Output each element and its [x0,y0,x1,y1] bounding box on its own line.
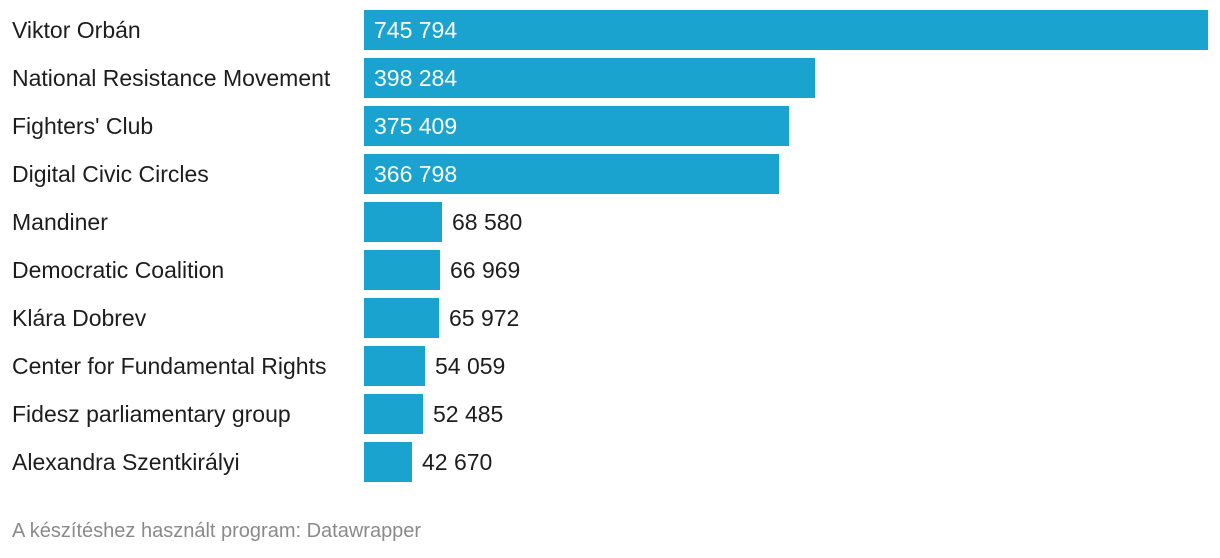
bar [364,250,440,290]
value-label: 375 409 [374,113,458,139]
bar-row: Mandiner 68 580 [0,202,1220,242]
category-label: Viktor Orbán [12,17,141,43]
category-label: National Resistance Movement [12,65,331,91]
bar-row: Fidesz parliamentary group 52 485 [0,394,1220,434]
category-label: Mandiner [12,209,108,235]
bar-row: Alexandra Szentkirályi 42 670 [0,442,1220,482]
category-label: Digital Civic Circles [12,161,209,187]
category-label: Klára Dobrev [12,305,147,331]
bar [364,58,815,98]
value-label: 745 794 [374,17,458,43]
bar-row: National Resistance Movement 398 284 [0,58,1220,98]
chart-footer-credit: A készítéshez használt program: Datawrap… [12,520,422,542]
bar [364,346,425,386]
bar [364,442,412,482]
category-label: Democratic Coalition [12,257,225,283]
value-label: 66 969 [450,257,521,283]
value-label: 54 059 [435,353,506,379]
category-label: Center for Fundamental Rights [12,353,327,379]
bar-row: Klára Dobrev 65 972 [0,298,1220,338]
value-label: 398 284 [374,65,458,91]
value-label: 68 580 [452,209,523,235]
bar [364,298,439,338]
bar-row: Viktor Orbán 745 794 [0,10,1220,50]
bar [364,202,442,242]
bar-chart: Viktor Orbán 745 794 National Resistance M… [0,10,1220,482]
category-label: Fighters' Club [12,113,154,139]
value-label: 366 798 [374,161,458,187]
value-label: 52 485 [433,401,504,427]
value-label: 65 972 [449,305,520,331]
value-label: 42 670 [422,449,493,475]
category-label: Alexandra Szentkirályi [12,449,240,475]
bar [364,154,779,194]
bar [364,106,789,146]
bar [364,394,423,434]
bar [364,10,1208,50]
bar-row: Center for Fundamental Rights 54 059 [0,346,1220,386]
bar-row: Democratic Coalition 66 969 [0,250,1220,290]
bar-row: Digital Civic Circles 366 798 [0,154,1220,194]
bar-row: Fighters' Club 375 409 [0,106,1220,146]
category-label: Fidesz parliamentary group [12,401,291,427]
